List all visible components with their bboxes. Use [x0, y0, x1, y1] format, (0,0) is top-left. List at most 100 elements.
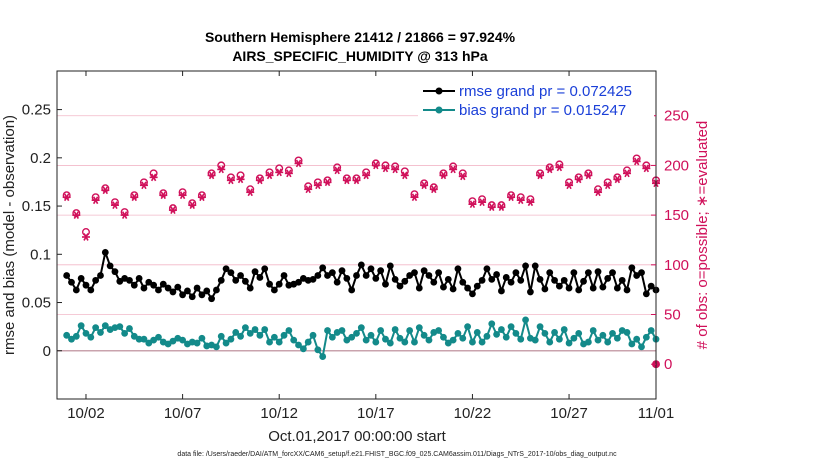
obs-evaluated-stroke [460, 172, 466, 181]
rmse-point [517, 276, 525, 284]
rmse-point [642, 290, 650, 298]
bias-point [222, 339, 230, 347]
x-tick-label: 10/12 [260, 405, 298, 422]
bias-point [546, 338, 554, 346]
bias-point [353, 330, 360, 337]
rmse-point [309, 275, 317, 283]
rmse-point [541, 285, 549, 293]
bias-point [483, 332, 491, 340]
obs-evaluated-stroke [121, 211, 128, 219]
rmse-point [314, 272, 322, 279]
obs-evaluated-point [391, 165, 400, 174]
rmse-point [174, 283, 182, 291]
x-tick-label: 10/22 [454, 405, 492, 422]
bias-point [541, 330, 549, 337]
data-file-footer: data file: /Users/raeder/DAI/ATM_forcXX/… [177, 451, 617, 458]
rmse-point [92, 276, 100, 284]
obs-evaluated-stroke [112, 201, 118, 210]
legend-rmse-marker [435, 87, 443, 95]
obs-evaluated-point [120, 211, 129, 219]
rmse-point [357, 261, 365, 269]
obs-evaluated-stroke [344, 176, 350, 185]
obs-evaluated-stroke [363, 171, 369, 180]
obs-evaluated-stroke [498, 203, 505, 212]
rmse-point [498, 287, 505, 295]
bias-point [232, 329, 240, 336]
obs-evaluated-stroke [576, 175, 582, 184]
bias-point [285, 327, 293, 334]
bias-point [464, 323, 472, 331]
rmse-point [604, 275, 612, 282]
rmse-point [391, 275, 399, 283]
x-tick-label: 10/07 [164, 405, 202, 422]
rmse-point [594, 268, 602, 276]
obs-evaluated-stroke [624, 169, 630, 178]
rmse-line [65, 248, 657, 301]
bias-point [396, 334, 404, 342]
obs-evaluated-point [304, 185, 313, 194]
bias-point [454, 330, 462, 337]
bias-point [367, 331, 375, 339]
obs-evaluated-point [381, 164, 390, 173]
obs-evaluated-stroke [431, 185, 437, 194]
obs-evaluated-stroke [83, 233, 89, 241]
bias-point [478, 338, 486, 346]
rmse-point [401, 277, 409, 285]
obs-evaluated-stroke [518, 196, 524, 205]
bias-point [555, 335, 563, 343]
bias-point [348, 333, 356, 341]
obs-evaluated-stroke [595, 188, 601, 197]
obs-evaluated-stroke [170, 206, 176, 215]
bias-point [217, 332, 225, 340]
bias-point [536, 323, 544, 331]
rmse-point [348, 286, 356, 294]
bias-point [82, 330, 90, 337]
rmse-point [613, 284, 621, 292]
obs-evaluated-stroke [247, 188, 253, 197]
rmse-point [159, 280, 167, 288]
y-right-tick-label: 200 [664, 157, 689, 174]
obs-evaluated-point [207, 171, 216, 180]
rmse-point [425, 272, 433, 279]
obs-evaluated-point [594, 188, 603, 197]
bias-point [570, 334, 578, 342]
bias-point [92, 324, 100, 332]
x-tick-label: 10/02 [67, 405, 105, 422]
rmse-point [295, 278, 302, 286]
obs-evaluated-point [574, 175, 583, 184]
rmse-point [164, 284, 172, 292]
obs-evaluated-point [555, 163, 564, 172]
obs-evaluated-stroke [179, 191, 186, 200]
rmse-point [68, 278, 75, 286]
obs-evaluated-stroke [527, 198, 534, 207]
y-axis-left-label: rmse and bias (model - observation) [1, 115, 18, 355]
obs-evaluated-point [487, 203, 496, 212]
bias-point [135, 335, 143, 343]
bias-point [251, 326, 259, 333]
rmse-point [555, 282, 563, 290]
bias-point [357, 324, 365, 332]
rmse-point [270, 286, 278, 294]
rmse-point [77, 275, 85, 282]
obs-evaluated-stroke [537, 171, 543, 180]
obs-evaluated-point [62, 193, 71, 202]
bias-point [304, 338, 312, 346]
rmse-point [241, 277, 249, 285]
rmse-point [507, 278, 515, 286]
bias-point [121, 330, 129, 337]
y-left-tick-label: 0.05 [22, 295, 51, 312]
bias-point [599, 331, 607, 339]
obs-evaluated-stroke [102, 186, 108, 195]
rmse-point [599, 283, 607, 291]
obs-evaluated-stroke [199, 193, 205, 202]
rmse-point [106, 262, 114, 270]
rmse-point [188, 293, 196, 301]
y-axis-right-label: # of obs: o=possible; ∗=evaluated [694, 121, 711, 350]
obs-evaluated-point [603, 181, 612, 190]
bias-point [594, 336, 602, 344]
bias-point [295, 341, 302, 349]
obs-evaluated-stroke [382, 164, 389, 173]
rmse-point [333, 278, 341, 286]
bias-point [97, 329, 104, 336]
bias-point [275, 338, 283, 346]
